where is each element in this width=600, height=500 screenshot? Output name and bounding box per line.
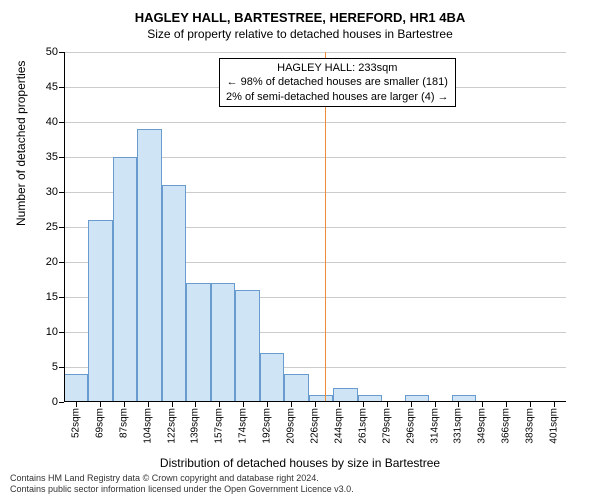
x-tick-label: 157sqm: [214, 408, 225, 444]
y-tick-label: 50: [32, 46, 58, 58]
histogram-bar: [211, 283, 235, 402]
x-tick-label: 401sqm: [549, 408, 560, 444]
x-tick-label: 52sqm: [70, 408, 81, 438]
y-tick-label: 30: [32, 186, 58, 198]
y-tick-label: 15: [32, 291, 58, 303]
y-tick-label: 40: [32, 116, 58, 128]
histogram-bar: [284, 374, 308, 402]
x-tick-label: 87sqm: [118, 408, 129, 438]
x-tick-label: 349sqm: [477, 408, 488, 444]
x-tick-label: 261sqm: [357, 408, 368, 444]
x-tick-label: 296sqm: [405, 408, 416, 444]
x-tick-label: 192sqm: [262, 408, 273, 444]
histogram-bar: [260, 353, 284, 402]
annotation-line1: ← 98% of detached houses are smaller (18…: [226, 75, 449, 89]
y-tick-label: 5: [32, 361, 58, 373]
x-tick-label: 279sqm: [381, 408, 392, 444]
x-ticks: 52sqm 69sqm 87sqm 104sqm 122sqm 139sqm 157sqm 1…: [64, 402, 566, 454]
x-tick-label: 331sqm: [453, 408, 464, 444]
annotation-line2: 2% of semi-detached houses are larger (4…: [226, 90, 449, 104]
histogram-bar: [162, 185, 186, 402]
footer: Contains HM Land Registry data © Crown c…: [10, 473, 590, 496]
y-tick-label: 35: [32, 151, 58, 163]
y-ticks: 05101520253035404550: [0, 52, 64, 402]
footer-line1: Contains HM Land Registry data © Crown c…: [10, 473, 590, 484]
x-tick-label: 314sqm: [429, 408, 440, 444]
footer-line2: Contains public sector information licen…: [10, 484, 590, 495]
x-tick-label: 226sqm: [310, 408, 321, 444]
chart-title: HAGLEY HALL, BARTESTREE, HEREFORD, HR1 4…: [0, 0, 600, 25]
y-tick-label: 0: [32, 396, 58, 408]
histogram-bar: [64, 374, 88, 402]
y-tick-label: 45: [32, 81, 58, 93]
x-tick-label: 139sqm: [190, 408, 201, 444]
x-tick-label: 383sqm: [525, 408, 536, 444]
x-tick-label: 69sqm: [94, 408, 105, 438]
chart-subtitle: Size of property relative to detached ho…: [0, 25, 600, 41]
plot-area: HAGLEY HALL: 233sqm ← 98% of detached ho…: [64, 52, 566, 402]
histogram-bar: [88, 220, 112, 402]
y-tick-label: 25: [32, 221, 58, 233]
y-tick-label: 20: [32, 256, 58, 268]
annotation-box: HAGLEY HALL: 233sqm ← 98% of detached ho…: [219, 58, 456, 107]
x-tick-label: 244sqm: [333, 408, 344, 444]
x-axis-label: Distribution of detached houses by size …: [0, 456, 600, 470]
annotation-title: HAGLEY HALL: 233sqm: [226, 61, 449, 75]
x-tick-label: 104sqm: [142, 408, 153, 444]
x-tick-label: 366sqm: [501, 408, 512, 444]
y-axis-line: [64, 52, 65, 402]
histogram-bar: [186, 283, 210, 402]
histogram-bar: [333, 388, 357, 402]
x-tick-label: 122sqm: [166, 408, 177, 444]
histogram-bar: [137, 129, 161, 402]
histogram-bar: [235, 290, 259, 402]
y-tick-label: 10: [32, 326, 58, 338]
histogram-bar: [113, 157, 137, 402]
x-tick-label: 209sqm: [286, 408, 297, 444]
x-tick-label: 174sqm: [238, 408, 249, 444]
